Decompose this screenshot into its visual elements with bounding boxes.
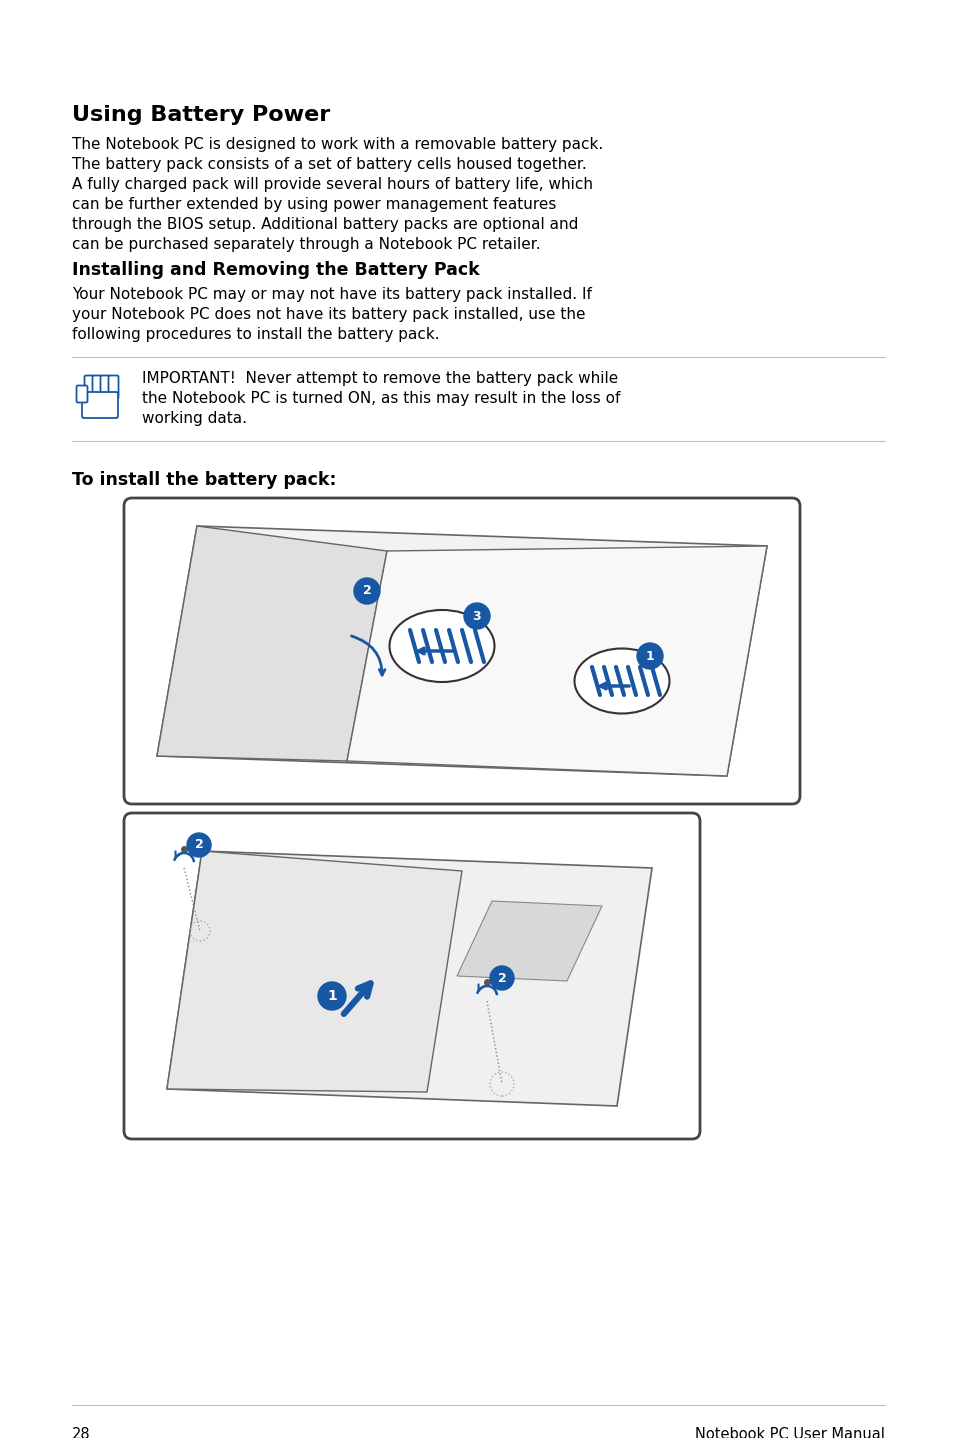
Text: 28: 28 bbox=[71, 1426, 91, 1438]
Circle shape bbox=[490, 966, 514, 989]
Text: can be purchased separately through a Notebook PC retailer.: can be purchased separately through a No… bbox=[71, 237, 540, 252]
Text: Installing and Removing the Battery Pack: Installing and Removing the Battery Pack bbox=[71, 262, 479, 279]
Ellipse shape bbox=[574, 649, 669, 713]
Text: To install the battery pack:: To install the battery pack: bbox=[71, 472, 336, 489]
Text: A fully charged pack will provide several hours of battery life, which: A fully charged pack will provide severa… bbox=[71, 177, 593, 193]
Text: The Notebook PC is designed to work with a removable battery pack.: The Notebook PC is designed to work with… bbox=[71, 137, 602, 152]
Circle shape bbox=[354, 578, 379, 604]
Text: Your Notebook PC may or may not have its battery pack installed. If: Your Notebook PC may or may not have its… bbox=[71, 288, 591, 302]
Polygon shape bbox=[456, 902, 601, 981]
Text: 3: 3 bbox=[472, 610, 481, 623]
FancyBboxPatch shape bbox=[100, 375, 111, 398]
Text: through the BIOS setup. Additional battery packs are optional and: through the BIOS setup. Additional batte… bbox=[71, 217, 578, 232]
Text: can be further extended by using power management features: can be further extended by using power m… bbox=[71, 197, 556, 211]
Text: 1: 1 bbox=[645, 650, 654, 663]
FancyBboxPatch shape bbox=[82, 393, 118, 418]
FancyBboxPatch shape bbox=[76, 385, 88, 403]
Polygon shape bbox=[167, 851, 461, 1091]
Text: 2: 2 bbox=[497, 972, 506, 985]
Polygon shape bbox=[167, 851, 651, 1106]
FancyBboxPatch shape bbox=[124, 812, 700, 1139]
Text: following procedures to install the battery pack.: following procedures to install the batt… bbox=[71, 326, 439, 342]
Text: working data.: working data. bbox=[142, 411, 247, 426]
FancyBboxPatch shape bbox=[85, 375, 94, 398]
FancyBboxPatch shape bbox=[92, 375, 102, 398]
Text: The battery pack consists of a set of battery cells housed together.: The battery pack consists of a set of ba… bbox=[71, 157, 586, 173]
Ellipse shape bbox=[389, 610, 494, 682]
FancyBboxPatch shape bbox=[124, 498, 800, 804]
Text: IMPORTANT!  Never attempt to remove the battery pack while: IMPORTANT! Never attempt to remove the b… bbox=[142, 371, 618, 385]
Text: Notebook PC User Manual: Notebook PC User Manual bbox=[695, 1426, 884, 1438]
Text: 1: 1 bbox=[327, 989, 336, 1002]
FancyBboxPatch shape bbox=[109, 375, 118, 398]
Text: Using Battery Power: Using Battery Power bbox=[71, 105, 330, 125]
Text: the Notebook PC is turned ON, as this may result in the loss of: the Notebook PC is turned ON, as this ma… bbox=[142, 391, 619, 406]
Circle shape bbox=[463, 603, 490, 628]
Circle shape bbox=[637, 643, 662, 669]
Polygon shape bbox=[347, 546, 766, 777]
Text: 2: 2 bbox=[362, 584, 371, 598]
Text: your Notebook PC does not have its battery pack installed, use the: your Notebook PC does not have its batte… bbox=[71, 306, 585, 322]
Circle shape bbox=[317, 982, 346, 1009]
Polygon shape bbox=[157, 526, 387, 761]
Polygon shape bbox=[157, 526, 766, 777]
Text: 2: 2 bbox=[194, 838, 203, 851]
Circle shape bbox=[187, 833, 211, 857]
